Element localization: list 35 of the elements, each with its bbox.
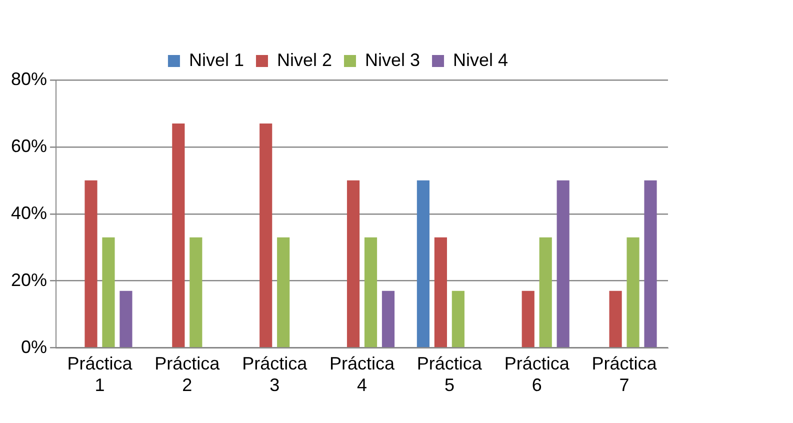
bar [172, 124, 185, 348]
legend-label: Nivel 1 [188, 50, 244, 70]
y-tick-label: 40% [10, 202, 48, 223]
y-tick-label: 60% [10, 136, 48, 156]
bar [452, 290, 464, 348]
bar [190, 237, 202, 348]
x-tick-label: Práctica 7 [592, 354, 658, 396]
bar [102, 237, 115, 348]
y-tick-label: 0% [21, 336, 48, 357]
legend-label: Nivel 3 [365, 50, 420, 70]
bar [260, 124, 272, 348]
bar [626, 237, 640, 348]
x-tick-label: Práctica 6 [504, 354, 570, 396]
bar [382, 290, 395, 348]
x-tick-label: Práctica 5 [416, 354, 483, 396]
bar [364, 237, 378, 348]
bar [346, 180, 360, 348]
bar [556, 180, 570, 348]
x-tick-label: Práctica 4 [330, 354, 396, 396]
x-tick-label: Práctica 3 [242, 354, 308, 396]
bar [84, 180, 98, 348]
legend-label: Nivel 4 [453, 50, 508, 70]
y-tick-label: 20% [10, 270, 48, 290]
bar [522, 290, 534, 348]
y-tick-label: 80% [10, 68, 48, 89]
bar [609, 290, 622, 348]
bar [120, 290, 132, 348]
bar [434, 237, 447, 348]
bar [644, 180, 657, 348]
bar [277, 237, 290, 348]
legend-label: Nivel 2 [276, 50, 332, 70]
bar [539, 237, 552, 348]
x-tick-label: Práctica 2 [154, 354, 221, 396]
bar [416, 180, 430, 348]
x-tick-label: Práctica 1 [67, 354, 134, 396]
